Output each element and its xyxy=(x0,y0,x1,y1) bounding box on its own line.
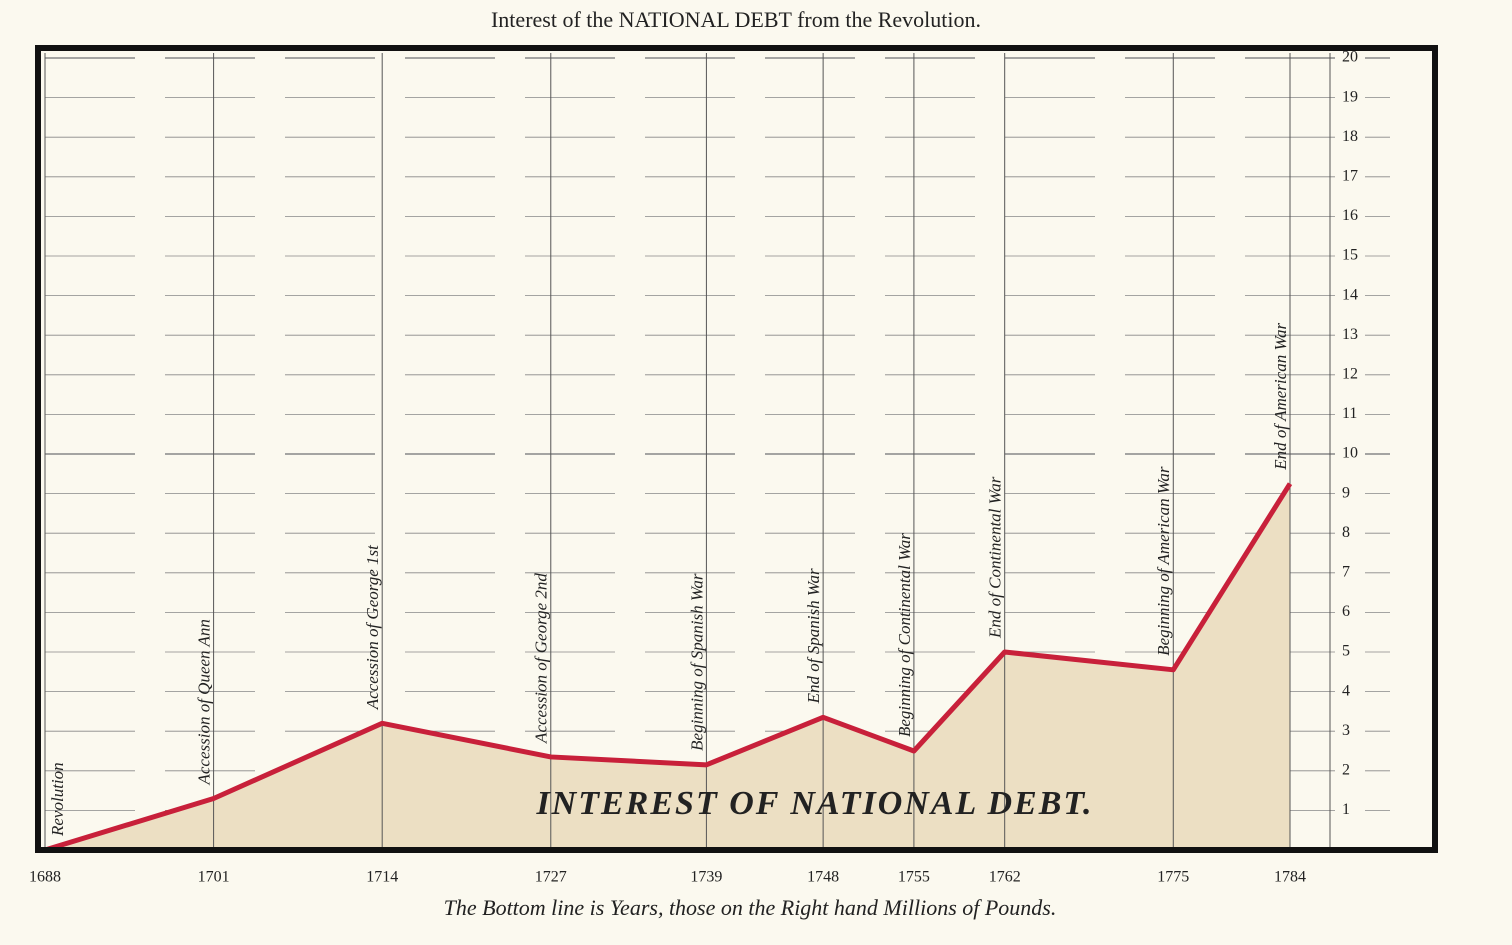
y-tick-label: 12 xyxy=(1342,365,1358,382)
y-tick-label: 14 xyxy=(1342,286,1358,303)
x-tick-label: 1762 xyxy=(989,869,1021,886)
x-tick-label: 1688 xyxy=(29,869,61,886)
y-tick-label: 19 xyxy=(1342,88,1358,105)
y-tick-label: 9 xyxy=(1342,484,1350,501)
y-tick-label: 16 xyxy=(1342,207,1358,224)
y-tick-label: 6 xyxy=(1342,603,1350,620)
event-label: Beginning of American War xyxy=(1154,466,1173,656)
x-tick-label: 1784 xyxy=(1274,869,1306,886)
y-tick-label: 13 xyxy=(1342,326,1358,343)
y-tick-label: 8 xyxy=(1342,524,1350,541)
x-tick-label: 1755 xyxy=(898,869,930,886)
event-label: End of Spanish War xyxy=(804,568,823,704)
line xyxy=(44,482,1293,853)
x-tick-label: 1739 xyxy=(690,869,722,886)
event-label: Accession of George 1st xyxy=(363,544,382,710)
event-label: Beginning of Spanish War xyxy=(687,573,706,751)
y-tick-label: 4 xyxy=(1342,682,1350,699)
caption: The Bottom line is Years, those on the R… xyxy=(444,895,1057,920)
y-tick-label: 18 xyxy=(1342,128,1358,145)
y-tick-label: 10 xyxy=(1342,445,1358,462)
chart-title: Interest of the NATIONAL DEBT from the R… xyxy=(491,7,981,32)
x-tick-label: 1748 xyxy=(807,869,839,886)
event-label: Accession of George 2nd xyxy=(532,573,551,744)
frame xyxy=(35,45,1438,853)
y-tick-label: 1 xyxy=(1342,801,1350,818)
event-label: End of Continental War xyxy=(986,476,1005,639)
x-tick-label: 1701 xyxy=(198,869,230,886)
y-tick-label: 15 xyxy=(1342,247,1358,264)
y-tick-label: 20 xyxy=(1342,49,1358,66)
event-label: End of American War xyxy=(1271,322,1290,470)
y-tick-label: 7 xyxy=(1342,563,1350,580)
y-tick-label: 2 xyxy=(1342,761,1350,778)
area xyxy=(45,483,1290,850)
event-label: Accession of Queen Ann xyxy=(195,619,214,785)
area-label: INTEREST OF NATIONAL DEBT. xyxy=(535,785,1093,822)
y-tick-label: 17 xyxy=(1342,167,1358,184)
event-label: Beginning of Continental War xyxy=(895,533,914,737)
x-tick-label: 1714 xyxy=(366,869,398,886)
x-tick-label: 1727 xyxy=(535,869,567,886)
event-label: Revolution xyxy=(48,762,67,837)
y-tick-label: 3 xyxy=(1342,722,1350,739)
y-tick-label: 5 xyxy=(1342,643,1350,660)
x-tick-label: 1775 xyxy=(1157,869,1189,886)
y-tick-label: 11 xyxy=(1342,405,1357,422)
